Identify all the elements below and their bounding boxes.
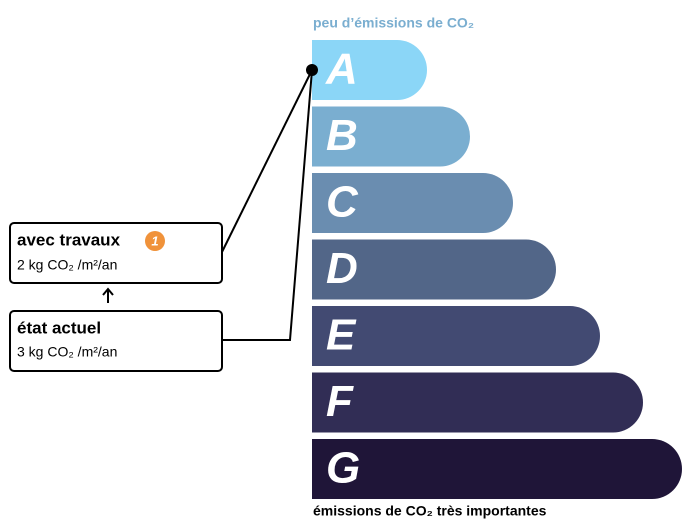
grade-bar	[312, 306, 600, 366]
grade-bar	[312, 106, 470, 167]
grade-letter: D	[326, 244, 358, 293]
marker-dot	[306, 64, 318, 76]
box	[9, 222, 223, 284]
grade-bar	[312, 173, 513, 233]
box-title: avec travaux	[17, 230, 121, 249]
connector	[221, 69, 313, 253]
box	[9, 310, 223, 372]
grade-letter: F	[326, 377, 354, 426]
bottom-label: émissions de CO₂ très importantes	[313, 503, 547, 519]
box-title: état actuel	[17, 318, 101, 337]
grade-letter: G	[326, 444, 360, 493]
arrow-head	[102, 287, 114, 296]
grade-bar	[312, 439, 682, 499]
box-value: 2 kg CO₂ /m²/an	[17, 257, 117, 273]
badge-text: 1	[151, 233, 158, 248]
badge	[145, 231, 165, 251]
grade-bar	[312, 40, 427, 100]
grade-bar	[312, 239, 557, 300]
grade-letter: B	[326, 111, 358, 160]
grade-bar	[312, 372, 643, 433]
grade-letter: E	[326, 311, 357, 360]
box-value: 3 kg CO₂ /m²/an	[17, 344, 117, 360]
grade-letter: C	[326, 178, 359, 227]
top-label: peu d’émissions de CO₂	[313, 15, 474, 31]
grade-letter: A	[325, 45, 358, 94]
connector	[222, 69, 313, 341]
